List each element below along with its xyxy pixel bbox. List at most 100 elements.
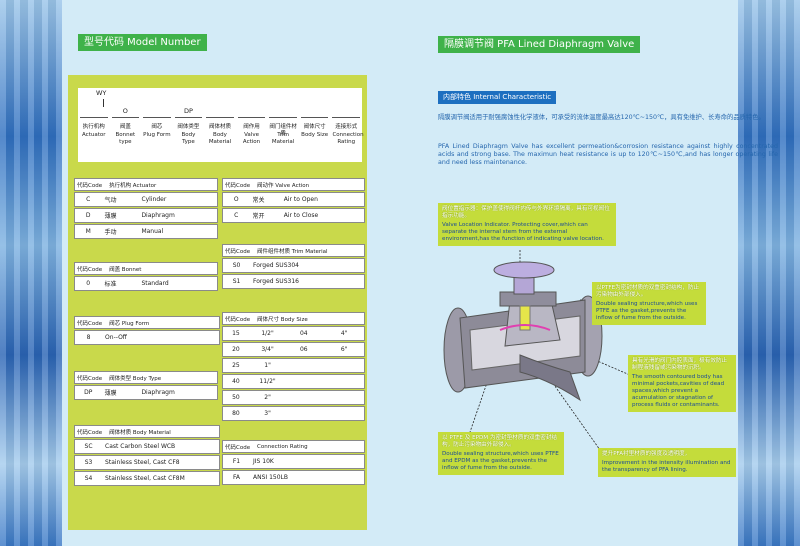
header-code: 代码Code [77,375,103,382]
option-table: 代码Code 阀体尺寸 Body Size 15 1/2" 04 4" 20 3/4" 06 6"… [222,312,365,422]
table-cell: 2" [264,394,271,401]
table-header: 代码Code 阀体材质 Body Material [74,425,220,438]
column-en: Body Type [181,132,196,145]
option-table: 代码Code 执行机构 Actuator C 气动 Cylinder D 薄膜 Diaphra… [74,178,218,240]
table-cell: S4 [84,475,93,482]
header-title: 阀体类型 Body Type [109,375,162,382]
table-cell: 手动 [104,229,117,236]
header-code: 代码Code [225,316,251,323]
callout: 以PTFE为密封材质的双重密封结构，防止污染物由外部侵入。 Double seal… [592,282,706,325]
header-title: 阀体尺寸 Body Size [257,316,308,323]
table-row: 40 11/2" [222,374,365,389]
table-cell: 薄膜 [104,213,117,220]
code-cell [206,107,234,118]
table-header: 代码Code 执行机构 Actuator [74,178,218,191]
callout-cn: 具有光滑的阀门内腔表面，极有效防止制程液残留或污染物的沉积。 [632,358,728,371]
column-cn: 阀芯 [151,124,163,130]
table-cell: 04 [299,330,308,337]
table-row: C 常开 Air to Close [222,208,365,223]
column-en: Actuator [82,132,106,138]
code-cell: DP [174,107,203,118]
header-title: 阀盖 Bonnet [109,266,142,273]
side-photo [738,0,800,546]
callout-en: Improvement in the intensity illuminatio… [602,460,731,473]
subheading: 内部特色 Internal Characteristic [438,91,557,104]
code-cell [80,107,108,118]
table-row: 0 标准 Standard [74,276,218,291]
table-cell: FA [233,474,241,481]
table-cell: JIS 10K [253,458,274,465]
model-code-table: WY 执行机构 Actuator O 阀盖 Bonnet type 阀芯 Plug Form D… [78,88,364,162]
column-cn: 阀作用 [243,124,260,130]
callout: 具有光滑的阀门内腔表面，极有效防止制程液残留或污染物的沉积。 The smooth… [628,355,736,412]
table-cell: S1 [232,278,241,285]
table-cell: S0 [232,262,241,269]
table-header: 代码Code 阀芯 Plug Form [74,316,220,329]
table-row: FA ANSI 150LB [222,470,365,485]
callout: 提升PFA衬里材质的强度及透明度， Improvement in the inte… [598,448,736,477]
table-cell: 气动 [104,197,117,204]
table-cell: ANSI 150LB [253,474,289,481]
column-cn: 阀体材质 [208,124,231,130]
table-cell: F1 [232,458,241,465]
table-cell: M [85,228,91,235]
table-cell: Diaphragm [141,212,175,219]
callout: 以 PTFE 及 EPDM 为密封垫材质的双重密封结构，防止污染物由外部侵入。 D… [438,432,564,475]
intro-en: PFA Lined Diaphragm Valve has excellent … [438,143,778,166]
left-heading: 型号代码 Model Number [78,34,207,51]
table-cell: 常关 [252,197,265,204]
table-cell: Cylinder [141,196,167,203]
table-cell: 3/4" [261,346,274,353]
table-row: F1 JIS 10K [222,454,365,469]
header-code: 代码Code [77,320,103,327]
table-row: 20 3/4" 06 6" [222,342,365,357]
column-cn: 阀盖 [119,124,131,130]
table-cell: 8 [86,334,91,341]
table-header: 代码Code 阀体尺寸 Body Size [222,312,365,325]
option-table: 代码Code 阀体材质 Body Material SC Cast Carbon St… [74,425,220,487]
option-table: 代码Code 阀动作 Valve Action O 常关 Air to Open C 常开 A… [222,178,365,224]
table-cell: Diaphragm [141,389,175,396]
table-cell: On--Off [105,334,127,341]
table-cell: Forged SUS316 [253,278,299,285]
callout: 阀位置指示器：保护盖使得阀杆内传与外界环境隔离，具有可视阀位指示功能。 Valve… [438,203,616,246]
table-cell: 80 [232,410,240,417]
column-en: Bonnet type [115,132,136,145]
table-cell: 3" [264,410,271,417]
column-cn: 执行机构 [82,124,105,130]
column-cn: 阀门组件材质 [269,124,297,137]
table-row: 80 3" [222,406,365,421]
table-cell: 标准 [104,281,117,288]
table-row: S3 Stainless Steel, Cast CF8 [74,455,220,470]
column-en: Body Material [208,132,232,145]
table-row: 50 2" [222,390,365,405]
column-cn: 阀体尺寸 [303,124,326,130]
table-cell: D [85,212,91,219]
code-cell [332,107,360,118]
intro-cn: 隔膜调节阀适用于耐强腐蚀性化学液体，可承受的流体温度最高达120℃~150℃，具… [438,114,765,121]
table-cell: Air to Close [283,212,319,219]
header-code: 代码Code [225,182,251,189]
table-row: S4 Stainless Steel, Cast CF8M [74,471,220,486]
header-title: 阀件组件材质 Trim Material [257,248,328,255]
prefix-tick [103,99,104,107]
header-title: 阀动作 Valve Action [257,182,310,189]
column-cn: 连接形式 [335,124,358,130]
header-code: 代码Code [225,444,251,451]
table-row: 25 1" [222,358,365,373]
header-title: Connection Rating [257,443,308,450]
table-cell: Stainless Steel, Cast CF8M [105,475,185,482]
table-row: S0 Forged SUS304 [222,258,365,273]
table-row: S1 Forged SUS316 [222,274,365,289]
option-table: 代码Code 阀芯 Plug Form 8 On--Off [74,316,220,346]
table-cell: 50 [232,394,240,401]
table-cell: Standard [141,280,169,287]
table-row: C 气动 Cylinder [74,192,218,207]
model-prefix: WY [96,89,107,97]
table-row: D 薄膜 Diaphragm [74,208,218,223]
column-cn: 阀体类型 [177,124,200,130]
table-header: 代码Code 阀动作 Valve Action [222,178,365,191]
side-photo [0,0,62,546]
header-title: 阀芯 Plug Form [109,320,150,327]
column-en: Valve Action [242,132,261,145]
